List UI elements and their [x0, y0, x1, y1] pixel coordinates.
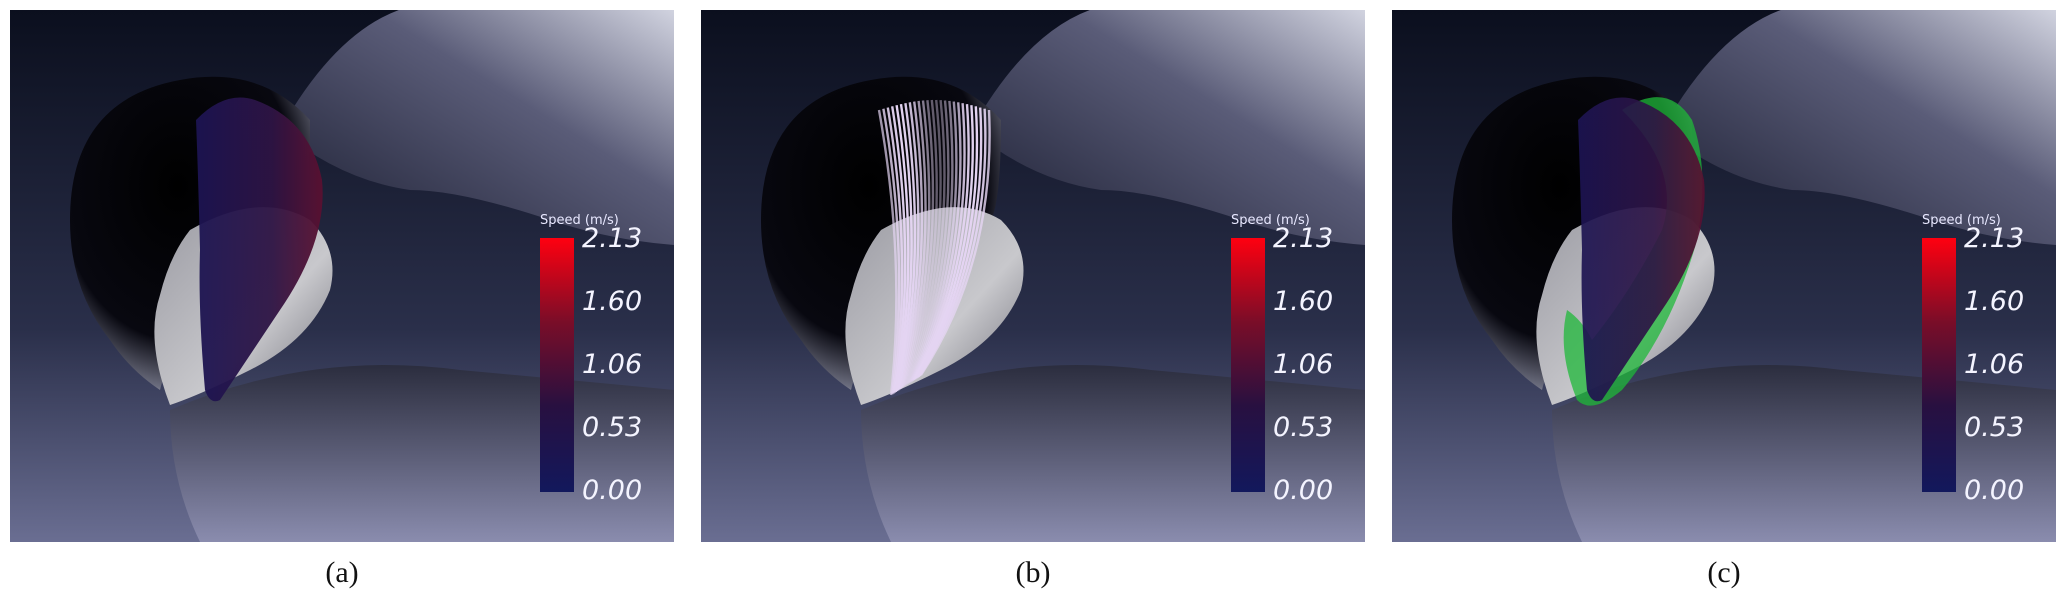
streamline [904, 99, 938, 386]
colorbar-tick: 1.06 [582, 349, 643, 380]
colorbar-tick: 2.13 [1273, 223, 1334, 254]
streamline [909, 100, 954, 383]
streamline [913, 104, 970, 380]
streamline [891, 106, 907, 393]
streamline [886, 107, 904, 394]
streamline [905, 99, 942, 386]
colorbar-title: Speed (m/s) [540, 213, 619, 228]
streamline [899, 101, 924, 389]
colorbar-tick: 1.06 [1964, 349, 2025, 380]
streamline [911, 102, 962, 382]
colorbar-tick: 1.60 [1273, 286, 1334, 317]
streamline [903, 100, 935, 387]
colorbar [1922, 238, 1956, 492]
colorbar-tick: 0.00 [582, 475, 643, 506]
streamline [916, 106, 979, 378]
streamline [895, 103, 913, 392]
colorbar-tick: 1.60 [582, 286, 643, 317]
colorbar-tick: 0.53 [1964, 412, 2025, 443]
streamline [910, 101, 958, 382]
colorbar-tick: 0.00 [1273, 475, 1334, 506]
colorbar-tick: 1.06 [1273, 349, 1334, 380]
colorbar-tick: 0.00 [1964, 475, 2025, 506]
streamline [877, 109, 898, 396]
streamline [917, 107, 983, 378]
streamline [900, 100, 927, 389]
colorbar-title: Speed (m/s) [1922, 213, 2001, 228]
colorbar [1231, 238, 1265, 492]
vessel-render-c [1392, 10, 2056, 542]
streamline [901, 100, 931, 388]
streamline [894, 105, 910, 393]
streamline [915, 105, 974, 379]
streamline [898, 102, 920, 390]
colorbar [540, 238, 574, 492]
vessel-render-b [701, 10, 1365, 542]
streamline [882, 108, 901, 395]
panel-caption: (c) [1707, 556, 1741, 589]
streamlines [877, 99, 991, 396]
streamline [906, 100, 946, 385]
streamline [897, 102, 917, 391]
panel-c: Speed (m/s) 2.13 1.60 1.06 0.53 0.00 [1392, 10, 2056, 542]
panel-caption: (b) [1015, 556, 1051, 589]
panel-caption: (a) [325, 556, 359, 589]
streamline [919, 109, 991, 376]
streamline [907, 100, 950, 384]
colorbar-title: Speed (m/s) [1231, 213, 1310, 228]
vessel-render-a [10, 10, 674, 542]
colorbar-tick: 2.13 [582, 223, 643, 254]
colorbar-tick: 0.53 [1273, 412, 1334, 443]
colorbar-tick: 2.13 [1964, 223, 2025, 254]
colorbar-tick: 1.60 [1964, 286, 2025, 317]
panel-a: Speed (m/s) 2.13 1.60 1.06 0.53 0.00 [10, 10, 674, 542]
colorbar-tick: 0.53 [582, 412, 643, 443]
panel-b: Speed (m/s) 2.13 1.60 1.06 0.53 0.00 [701, 10, 1365, 542]
streamline [912, 103, 966, 381]
streamline [918, 108, 987, 377]
